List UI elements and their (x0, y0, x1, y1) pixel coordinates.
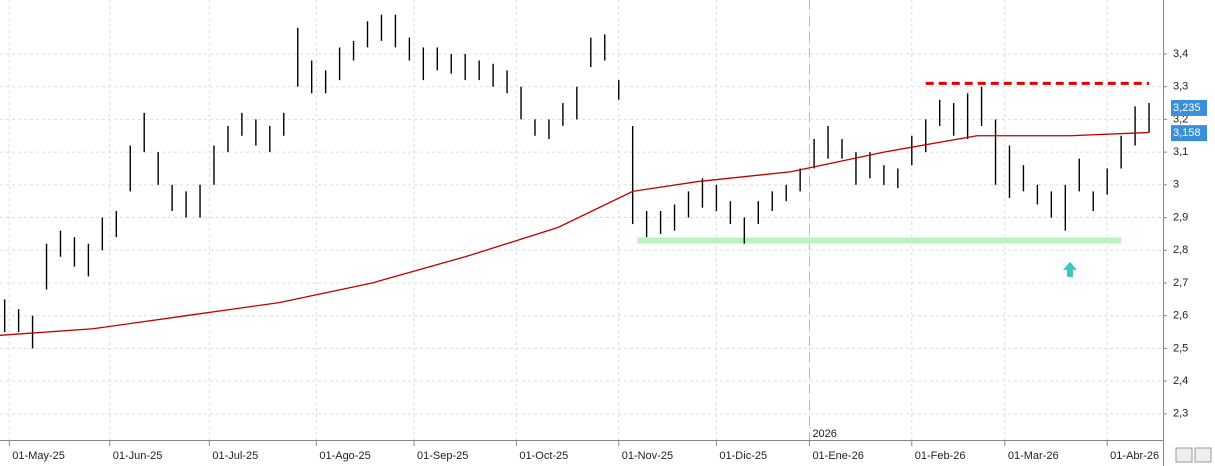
x-tick-label: 01-Nov-25 (622, 450, 673, 462)
year-label: 2026 (812, 428, 836, 440)
last-price-label: 3,158 (1173, 127, 1201, 139)
x-tick-label: 01-May-25 (12, 450, 65, 462)
y-tick-label: 2,8 (1173, 244, 1188, 256)
y-tick-label: 2,7 (1173, 277, 1188, 289)
scroll-button[interactable] (1194, 447, 1212, 463)
y-tick-label: 2,9 (1173, 211, 1188, 223)
y-tick-label: 2,4 (1173, 375, 1188, 387)
x-tick-label: 01-Jun-25 (113, 450, 163, 462)
x-tick-label: 01-Feb-26 (915, 450, 966, 462)
y-tick-label: 2,6 (1173, 310, 1188, 322)
y-tick-label: 3 (1173, 179, 1179, 191)
x-tick-label: 01-Ene-26 (812, 450, 863, 462)
y-tick-label: 2,3 (1173, 408, 1188, 420)
last-price-box (1171, 99, 1207, 116)
last-price-label: 3,235 (1173, 102, 1201, 114)
x-tick-label: 01-Abr-26 (1110, 450, 1159, 462)
last-price-box (1171, 125, 1207, 142)
y-tick-label: 2,5 (1173, 342, 1188, 354)
x-tick-label: 01-Dic-25 (719, 450, 767, 462)
arrow (1062, 261, 1077, 277)
x-tick-label: 01-Sep-25 (417, 450, 468, 462)
y-tick-label: 3,2 (1173, 113, 1188, 125)
x-tick-label: 01-Jul-25 (212, 450, 258, 462)
moving-average (0, 131, 1150, 336)
y-tick-label: 3,4 (1173, 48, 1188, 60)
x-tick-label: 01-Oct-25 (519, 450, 568, 462)
x-tick-label: 01-Mar-26 (1008, 450, 1059, 462)
x-tick-label: 01-Ago-25 (319, 450, 370, 462)
y-tick-label: 3,1 (1173, 146, 1188, 158)
y-tick-label: 3,3 (1173, 81, 1188, 93)
scroll-button[interactable] (1175, 447, 1193, 463)
